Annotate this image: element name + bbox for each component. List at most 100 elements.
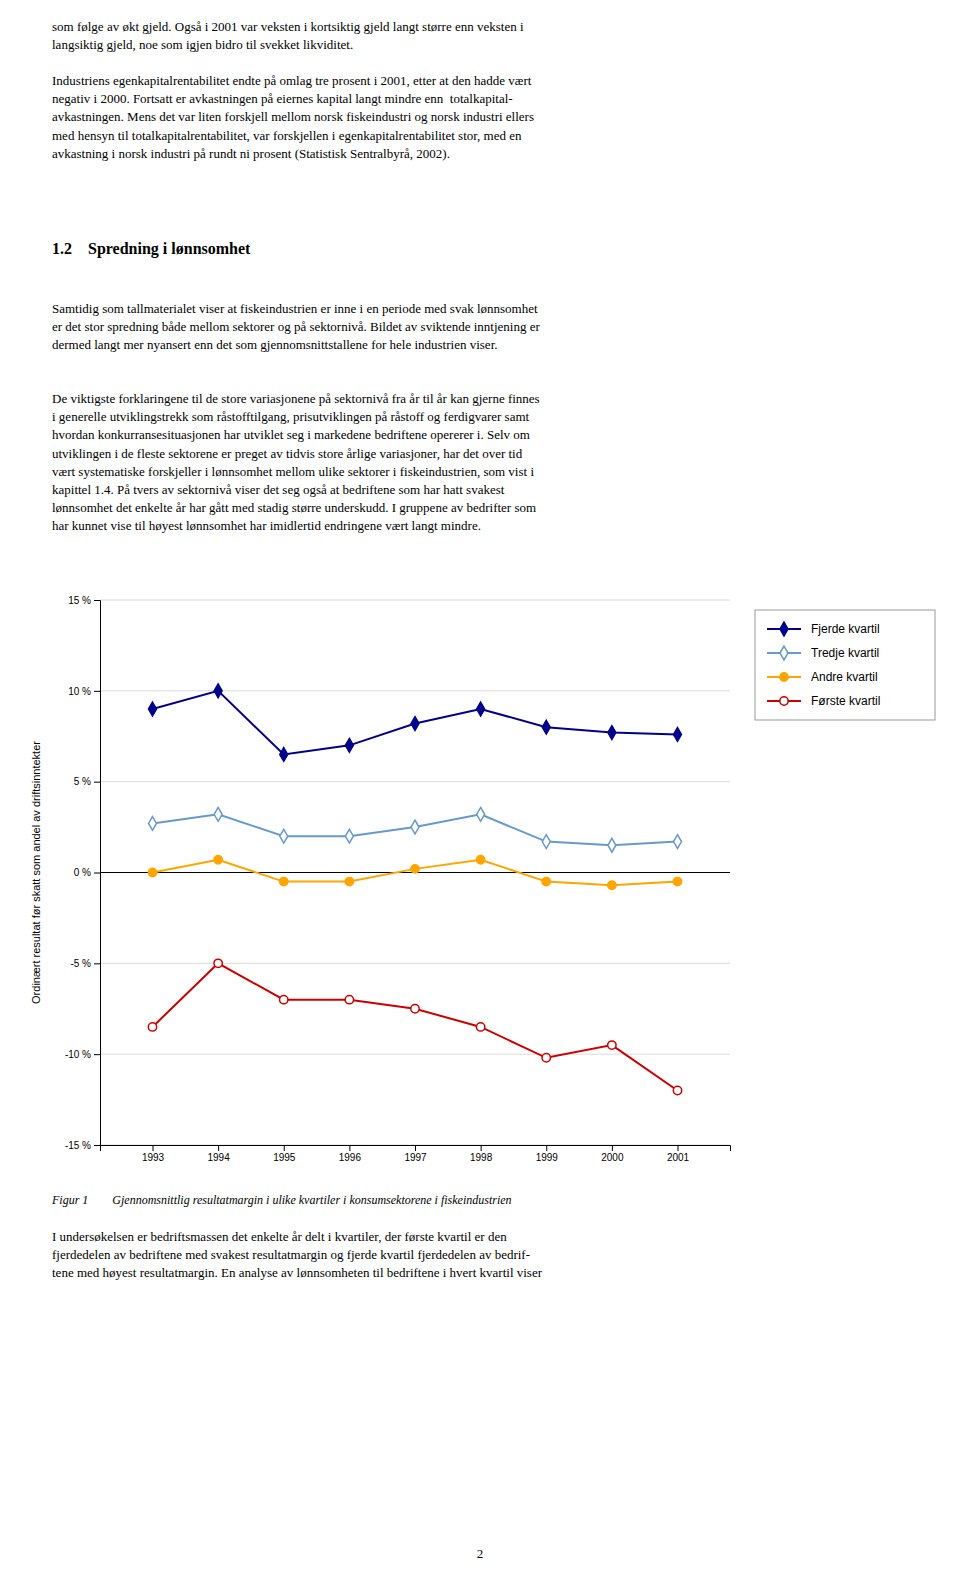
point xyxy=(542,835,550,849)
tick: 0 % xyxy=(74,867,100,878)
legend-frame xyxy=(755,610,935,720)
tick-mark xyxy=(94,691,100,692)
legend-label: Andre kvartil xyxy=(811,670,878,684)
series-line xyxy=(153,691,678,755)
figure-caption: Figur 1 Gjennomsnittlig resultatmargin i… xyxy=(52,1192,512,1209)
series-group xyxy=(148,684,681,1095)
tick-mark xyxy=(94,963,100,964)
tick-mark xyxy=(218,1145,219,1151)
point xyxy=(149,702,157,716)
tick: 1997 xyxy=(404,1145,427,1163)
section-heading: 1.2 Spredning i lønnsomhet xyxy=(52,238,250,260)
page-number: 2 xyxy=(0,1545,960,1563)
point xyxy=(411,820,419,834)
tick: -10 % xyxy=(65,1049,100,1060)
point xyxy=(476,1023,484,1031)
legend-label: Fjerde kvartil xyxy=(811,622,880,636)
tick-label: -15 % xyxy=(65,1140,91,1151)
legend-item: Tredje kvartil xyxy=(767,646,879,660)
point xyxy=(280,995,288,1003)
tick: 1998 xyxy=(470,1145,493,1163)
legend-item: Første kvartil xyxy=(767,694,880,708)
point xyxy=(477,807,485,821)
tick: 2001 xyxy=(667,1145,690,1163)
tick-label: 5 % xyxy=(74,776,91,787)
legend: Fjerde kvartil Tredje kvartil Andre kvarti… xyxy=(755,610,935,720)
tick: 1996 xyxy=(339,1145,362,1163)
point xyxy=(214,807,222,821)
tick-label: 1996 xyxy=(339,1152,362,1163)
legend-label: Første kvartil xyxy=(811,694,880,708)
legend-label: Tredje kvartil xyxy=(811,646,879,660)
point xyxy=(345,738,353,752)
grid-line xyxy=(100,1054,730,1055)
point xyxy=(214,856,222,864)
paragraph: Samtidig som tallmaterialet viser at fis… xyxy=(52,300,540,355)
tick: 5 % xyxy=(74,776,100,787)
tick-label: 1999 xyxy=(536,1152,559,1163)
legend-symbol xyxy=(780,622,788,636)
tick-mark xyxy=(94,600,100,601)
plot-area: 1993 1994 1995 1996 1997 1998 1999 2000 2001 -15 … xyxy=(30,595,935,1163)
tick-mark xyxy=(612,1145,613,1151)
legend-symbol xyxy=(780,697,788,705)
tick-label: 2001 xyxy=(667,1152,690,1163)
point xyxy=(411,1005,419,1013)
y-axis-title: Ordinært resultat før skatt som andel av… xyxy=(30,741,42,1004)
tick-label: -10 % xyxy=(65,1049,91,1060)
point xyxy=(148,1023,156,1031)
tick: 1999 xyxy=(536,1145,559,1163)
series-markers xyxy=(148,959,681,1095)
point xyxy=(608,1041,616,1049)
tick: 1993 xyxy=(142,1145,165,1163)
legend-symbol xyxy=(780,673,788,681)
series-markers xyxy=(148,856,681,890)
tick-mark xyxy=(94,1145,100,1146)
point xyxy=(674,835,682,849)
tick-label: -5 % xyxy=(70,958,91,969)
tick: 1995 xyxy=(273,1145,296,1163)
tick-label: 15 % xyxy=(68,595,91,606)
legend-item: Fjerde kvartil xyxy=(767,622,880,636)
legend-item: Andre kvartil xyxy=(767,670,878,684)
tick-label: 1998 xyxy=(470,1152,493,1163)
point xyxy=(542,720,550,734)
axis-line xyxy=(101,1146,731,1152)
tick-mark xyxy=(94,782,100,783)
series-line xyxy=(153,860,678,885)
paragraph: Industriens egenkapitalrentabilitet endt… xyxy=(52,72,534,163)
point xyxy=(476,856,484,864)
point xyxy=(542,1054,550,1062)
tick: 10 % xyxy=(68,686,100,697)
point xyxy=(280,877,288,885)
axis-line xyxy=(94,601,101,1146)
tick-label: 10 % xyxy=(68,686,91,697)
point xyxy=(345,877,353,885)
tick-mark xyxy=(94,1054,100,1055)
point xyxy=(608,838,616,852)
tick: 1994 xyxy=(208,1145,231,1163)
point xyxy=(345,829,353,843)
tick: 15 % xyxy=(68,595,100,606)
point xyxy=(214,684,222,698)
series-line xyxy=(153,814,678,845)
grid xyxy=(100,600,730,1145)
tick-label: 2000 xyxy=(601,1152,624,1163)
point xyxy=(280,748,288,762)
point xyxy=(214,959,222,967)
tick-mark xyxy=(94,873,100,874)
tick-mark xyxy=(153,1145,154,1151)
tick-label: 1995 xyxy=(273,1152,296,1163)
series-markers xyxy=(149,807,682,852)
tick-mark xyxy=(284,1145,285,1151)
point xyxy=(280,829,288,843)
point xyxy=(542,877,550,885)
paragraph: I undersøkelsen er bedriftsmassen det en… xyxy=(52,1228,542,1283)
paragraph: som følge av økt gjeld. Også i 2001 var … xyxy=(52,18,524,54)
tick-mark xyxy=(678,1145,679,1151)
point xyxy=(411,865,419,873)
tick-label: 1994 xyxy=(208,1152,231,1163)
point xyxy=(673,1086,681,1094)
tick-mark xyxy=(415,1145,416,1151)
point xyxy=(411,717,419,731)
